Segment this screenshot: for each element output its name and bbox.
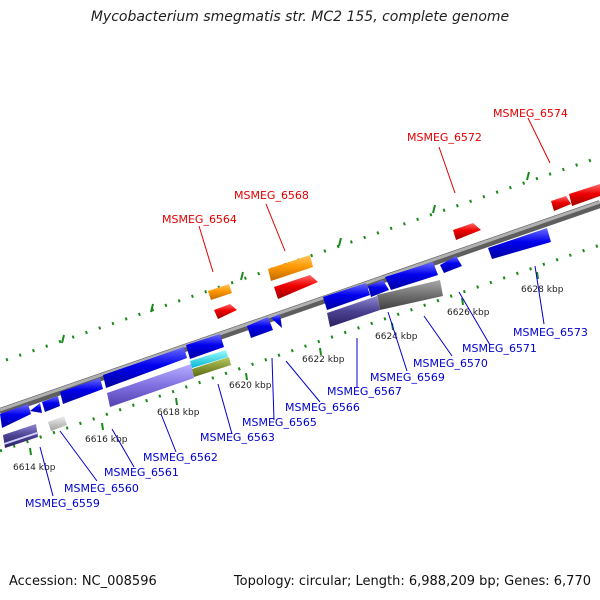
gene-block[interactable]	[42, 396, 60, 412]
reverse-features	[0, 228, 551, 448]
gene-label-msmeg-6572[interactable]: MSMEG_6572	[407, 131, 482, 144]
gene-label-msmeg-6567[interactable]: MSMEG_6567	[327, 385, 402, 398]
tick-label: 6618 kbp	[157, 408, 200, 418]
gene-label-msmeg-6570[interactable]: MSMEG_6570	[413, 357, 488, 370]
gene-block[interactable]	[385, 262, 438, 290]
gene-msmeg-6574-red-a[interactable]	[551, 196, 571, 211]
tick-label: 6628 kbp	[521, 285, 564, 295]
gene-block[interactable]	[271, 314, 282, 328]
map-title: Mycobacterium smegmatis str. MC2 155, co…	[90, 9, 510, 25]
gene-label-msmeg-6571[interactable]: MSMEG_6571	[462, 342, 537, 355]
gene-block[interactable]	[30, 403, 42, 413]
tick-label: 6620 kbp	[229, 381, 272, 391]
gene-label-msmeg-6573[interactable]: MSMEG_6573	[513, 326, 588, 339]
gene-label-msmeg-6562[interactable]: MSMEG_6562	[143, 451, 218, 464]
gene-msmeg-6574-red-b[interactable]	[569, 184, 600, 206]
gene-label-msmeg-6568[interactable]: MSMEG_6568	[234, 189, 309, 202]
gene-block[interactable]	[488, 228, 551, 259]
feature-olive[interactable]	[192, 357, 231, 377]
feature-dark-stripe	[4, 432, 37, 445]
genome-backbone	[0, 200, 600, 416]
gene-label-msmeg-6561[interactable]: MSMEG_6561	[104, 466, 179, 479]
gene-block[interactable]	[186, 334, 224, 359]
tick-label: 6622 kbp	[302, 355, 345, 365]
gene-msmeg-6568-red[interactable]	[274, 275, 318, 299]
genome-summary-text: Topology: circular; Length: 6,988,209 bp…	[233, 574, 591, 589]
tick-label: 6614 kbp	[13, 463, 56, 473]
feature-cyan[interactable]	[190, 350, 228, 368]
gene-msmeg-6564-orange[interactable]	[208, 284, 232, 300]
gene-block[interactable]	[103, 347, 187, 388]
upper-major-ticks	[61, 171, 530, 344]
gene-label-msmeg-6565[interactable]: MSMEG_6565	[242, 416, 317, 429]
gene-block[interactable]	[368, 280, 389, 297]
feature-purple[interactable]	[107, 364, 194, 407]
gene-msmeg-6572-red[interactable]	[453, 223, 481, 240]
bottom-leader-lines	[39, 265, 545, 497]
top-leader-lines	[198, 117, 551, 273]
forward-features	[208, 184, 600, 319]
gene-block[interactable]	[323, 283, 370, 310]
gene-block[interactable]	[0, 404, 31, 428]
gene-label-msmeg-6563[interactable]: MSMEG_6563	[200, 431, 275, 444]
accession-text: Accession: NC_008596	[9, 574, 157, 589]
gene-label-msmeg-6566[interactable]: MSMEG_6566	[285, 401, 360, 414]
gene-label-msmeg-6564[interactable]: MSMEG_6564	[162, 213, 237, 226]
genome-backbone-highlight	[0, 200, 600, 412]
gene-label-msmeg-6569[interactable]: MSMEG_6569	[370, 371, 445, 384]
gene-msmeg-6564-red[interactable]	[214, 304, 237, 319]
feature-gray[interactable]	[377, 280, 443, 310]
tick-label: 6616 kbp	[85, 435, 128, 445]
gene-msmeg-6568-orange[interactable]	[268, 255, 313, 281]
gene-label-msmeg-6574[interactable]: MSMEG_6574	[493, 107, 568, 120]
feature-light[interactable]	[48, 416, 67, 431]
gene-block[interactable]	[60, 378, 103, 404]
gene-label-msmeg-6560[interactable]: MSMEG_6560	[64, 482, 139, 495]
tick-label: 6626 kbp	[447, 308, 490, 318]
gene-block[interactable]	[440, 256, 462, 273]
feature-darkpurple[interactable]	[327, 296, 380, 327]
feature-dark[interactable]	[3, 424, 38, 448]
gene-block[interactable]	[247, 317, 273, 338]
gene-label-msmeg-6559[interactable]: MSMEG_6559	[25, 497, 100, 510]
